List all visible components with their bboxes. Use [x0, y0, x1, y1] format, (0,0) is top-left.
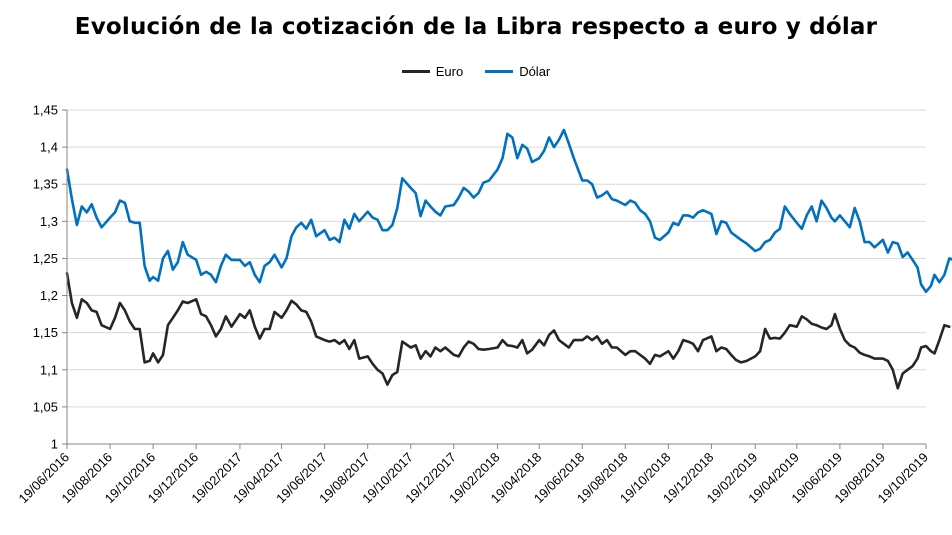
legend: Euro Dólar — [0, 64, 952, 79]
legend-swatch-euro — [401, 70, 430, 73]
y-axis-ticks: 1 1,05 1,1 1,15 1,2 1,25 1,3 1,35 1,4 1,45 — [33, 103, 67, 452]
series-line-euro — [65, 272, 951, 390]
y-tick-label: 1,1 — [40, 362, 58, 377]
x-axis-ticks: 19/06/201619/08/201619/10/201619/12/2016… — [15, 444, 931, 506]
chart-title: Evolución de la cotización de la Libra r… — [74, 14, 878, 40]
y-tick-label: 1,45 — [33, 103, 58, 118]
y-tick-label: 1,2 — [40, 288, 58, 303]
y-tick-label: 1,25 — [33, 251, 58, 266]
y-tick-label: 1,05 — [33, 399, 58, 414]
legend-item-dolar: Dólar — [485, 64, 550, 79]
axes — [66, 110, 926, 445]
series-lines — [65, 128, 952, 390]
y-tick-label: 1,4 — [40, 140, 58, 155]
y-tick-label: 1,15 — [33, 325, 58, 340]
legend-item-euro: Euro — [401, 64, 464, 79]
y-tick-label: 1,3 — [40, 214, 58, 229]
legend-swatch-dolar — [485, 70, 514, 73]
legend-label-dolar: Dólar — [519, 64, 551, 79]
y-tick-label: 1 — [51, 437, 58, 452]
series-line-dolar — [65, 128, 952, 294]
y-tick-label: 1,35 — [33, 177, 58, 192]
legend-label-euro: Euro — [435, 64, 464, 79]
